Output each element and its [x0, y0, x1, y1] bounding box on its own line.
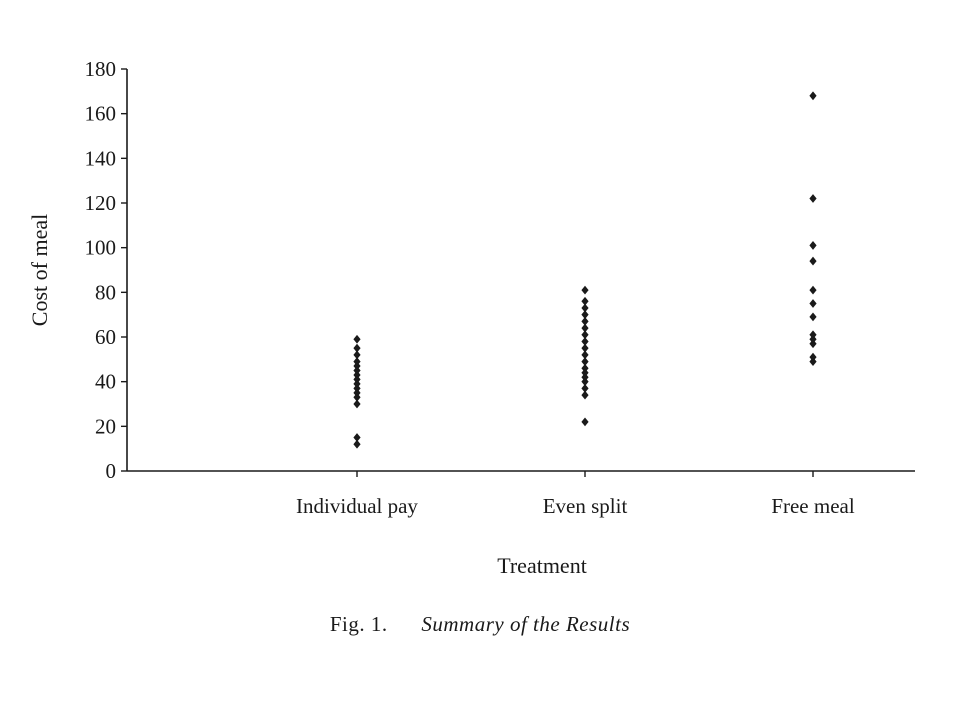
data-point	[353, 375, 361, 384]
data-point	[809, 241, 817, 250]
data-point	[581, 390, 589, 400]
y-tick-label: 160	[85, 102, 117, 126]
data-point	[353, 361, 361, 371]
x-tick-label: Even split	[543, 494, 628, 518]
data-point	[809, 285, 817, 295]
data-point	[353, 439, 361, 449]
data-point	[581, 316, 589, 326]
data-point	[581, 296, 589, 306]
x-tick-label: Free meal	[771, 494, 855, 518]
data-point	[581, 417, 589, 427]
data-point	[581, 303, 589, 313]
y-tick-label: 20	[95, 414, 116, 438]
data-point	[809, 339, 817, 349]
data-point	[581, 330, 589, 340]
data-point	[809, 334, 817, 344]
data-point	[809, 357, 817, 366]
data-point	[809, 256, 817, 266]
data-point	[581, 350, 589, 360]
data-point	[809, 352, 817, 362]
data-point	[809, 299, 817, 308]
data-point	[581, 357, 589, 366]
data-points	[353, 91, 817, 449]
y-tick-label: 40	[95, 370, 116, 394]
data-point	[581, 323, 589, 333]
x-ticks: Individual pay Even split Free meal	[296, 471, 855, 518]
data-point	[809, 91, 817, 101]
data-point	[581, 383, 589, 393]
data-point	[809, 194, 817, 203]
data-point	[353, 350, 361, 360]
data-point	[353, 370, 361, 380]
data-point	[353, 357, 361, 366]
y-tick-label: 60	[95, 325, 116, 349]
data-point	[353, 399, 361, 409]
figure-caption: Fig. 1. Summary of the Results	[0, 612, 960, 637]
y-tick-label: 120	[85, 191, 117, 215]
data-point	[581, 285, 589, 295]
data-point	[581, 343, 589, 353]
x-axis-title: Treatment	[497, 553, 587, 578]
y-tick-label: 100	[85, 236, 117, 260]
data-point	[809, 330, 817, 340]
y-tick-label: 80	[95, 280, 116, 304]
data-point	[353, 334, 361, 344]
data-point	[581, 372, 589, 382]
data-point	[581, 337, 589, 346]
y-ticks: 0 20 40 60 80 100 120 140 160 180	[85, 57, 127, 483]
x-tick-label: Individual pay	[296, 494, 418, 518]
figure-title: Summary of the Results	[421, 612, 631, 636]
data-point	[353, 392, 361, 402]
data-point	[581, 377, 589, 387]
y-tick-label: 140	[85, 146, 117, 170]
data-point	[353, 366, 361, 375]
data-point	[353, 343, 361, 353]
axes	[126, 69, 915, 472]
y-tick-label: 0	[106, 459, 117, 483]
data-point	[581, 310, 589, 320]
data-point	[581, 363, 589, 373]
data-point	[353, 388, 361, 398]
y-tick-label: 180	[85, 57, 117, 81]
data-point	[581, 368, 589, 378]
figure-label: Fig. 1.	[329, 612, 388, 636]
data-point	[353, 433, 361, 442]
data-point	[353, 383, 361, 393]
data-point	[353, 379, 361, 389]
y-axis-title: Cost of meal	[27, 214, 52, 326]
data-point	[809, 312, 817, 322]
